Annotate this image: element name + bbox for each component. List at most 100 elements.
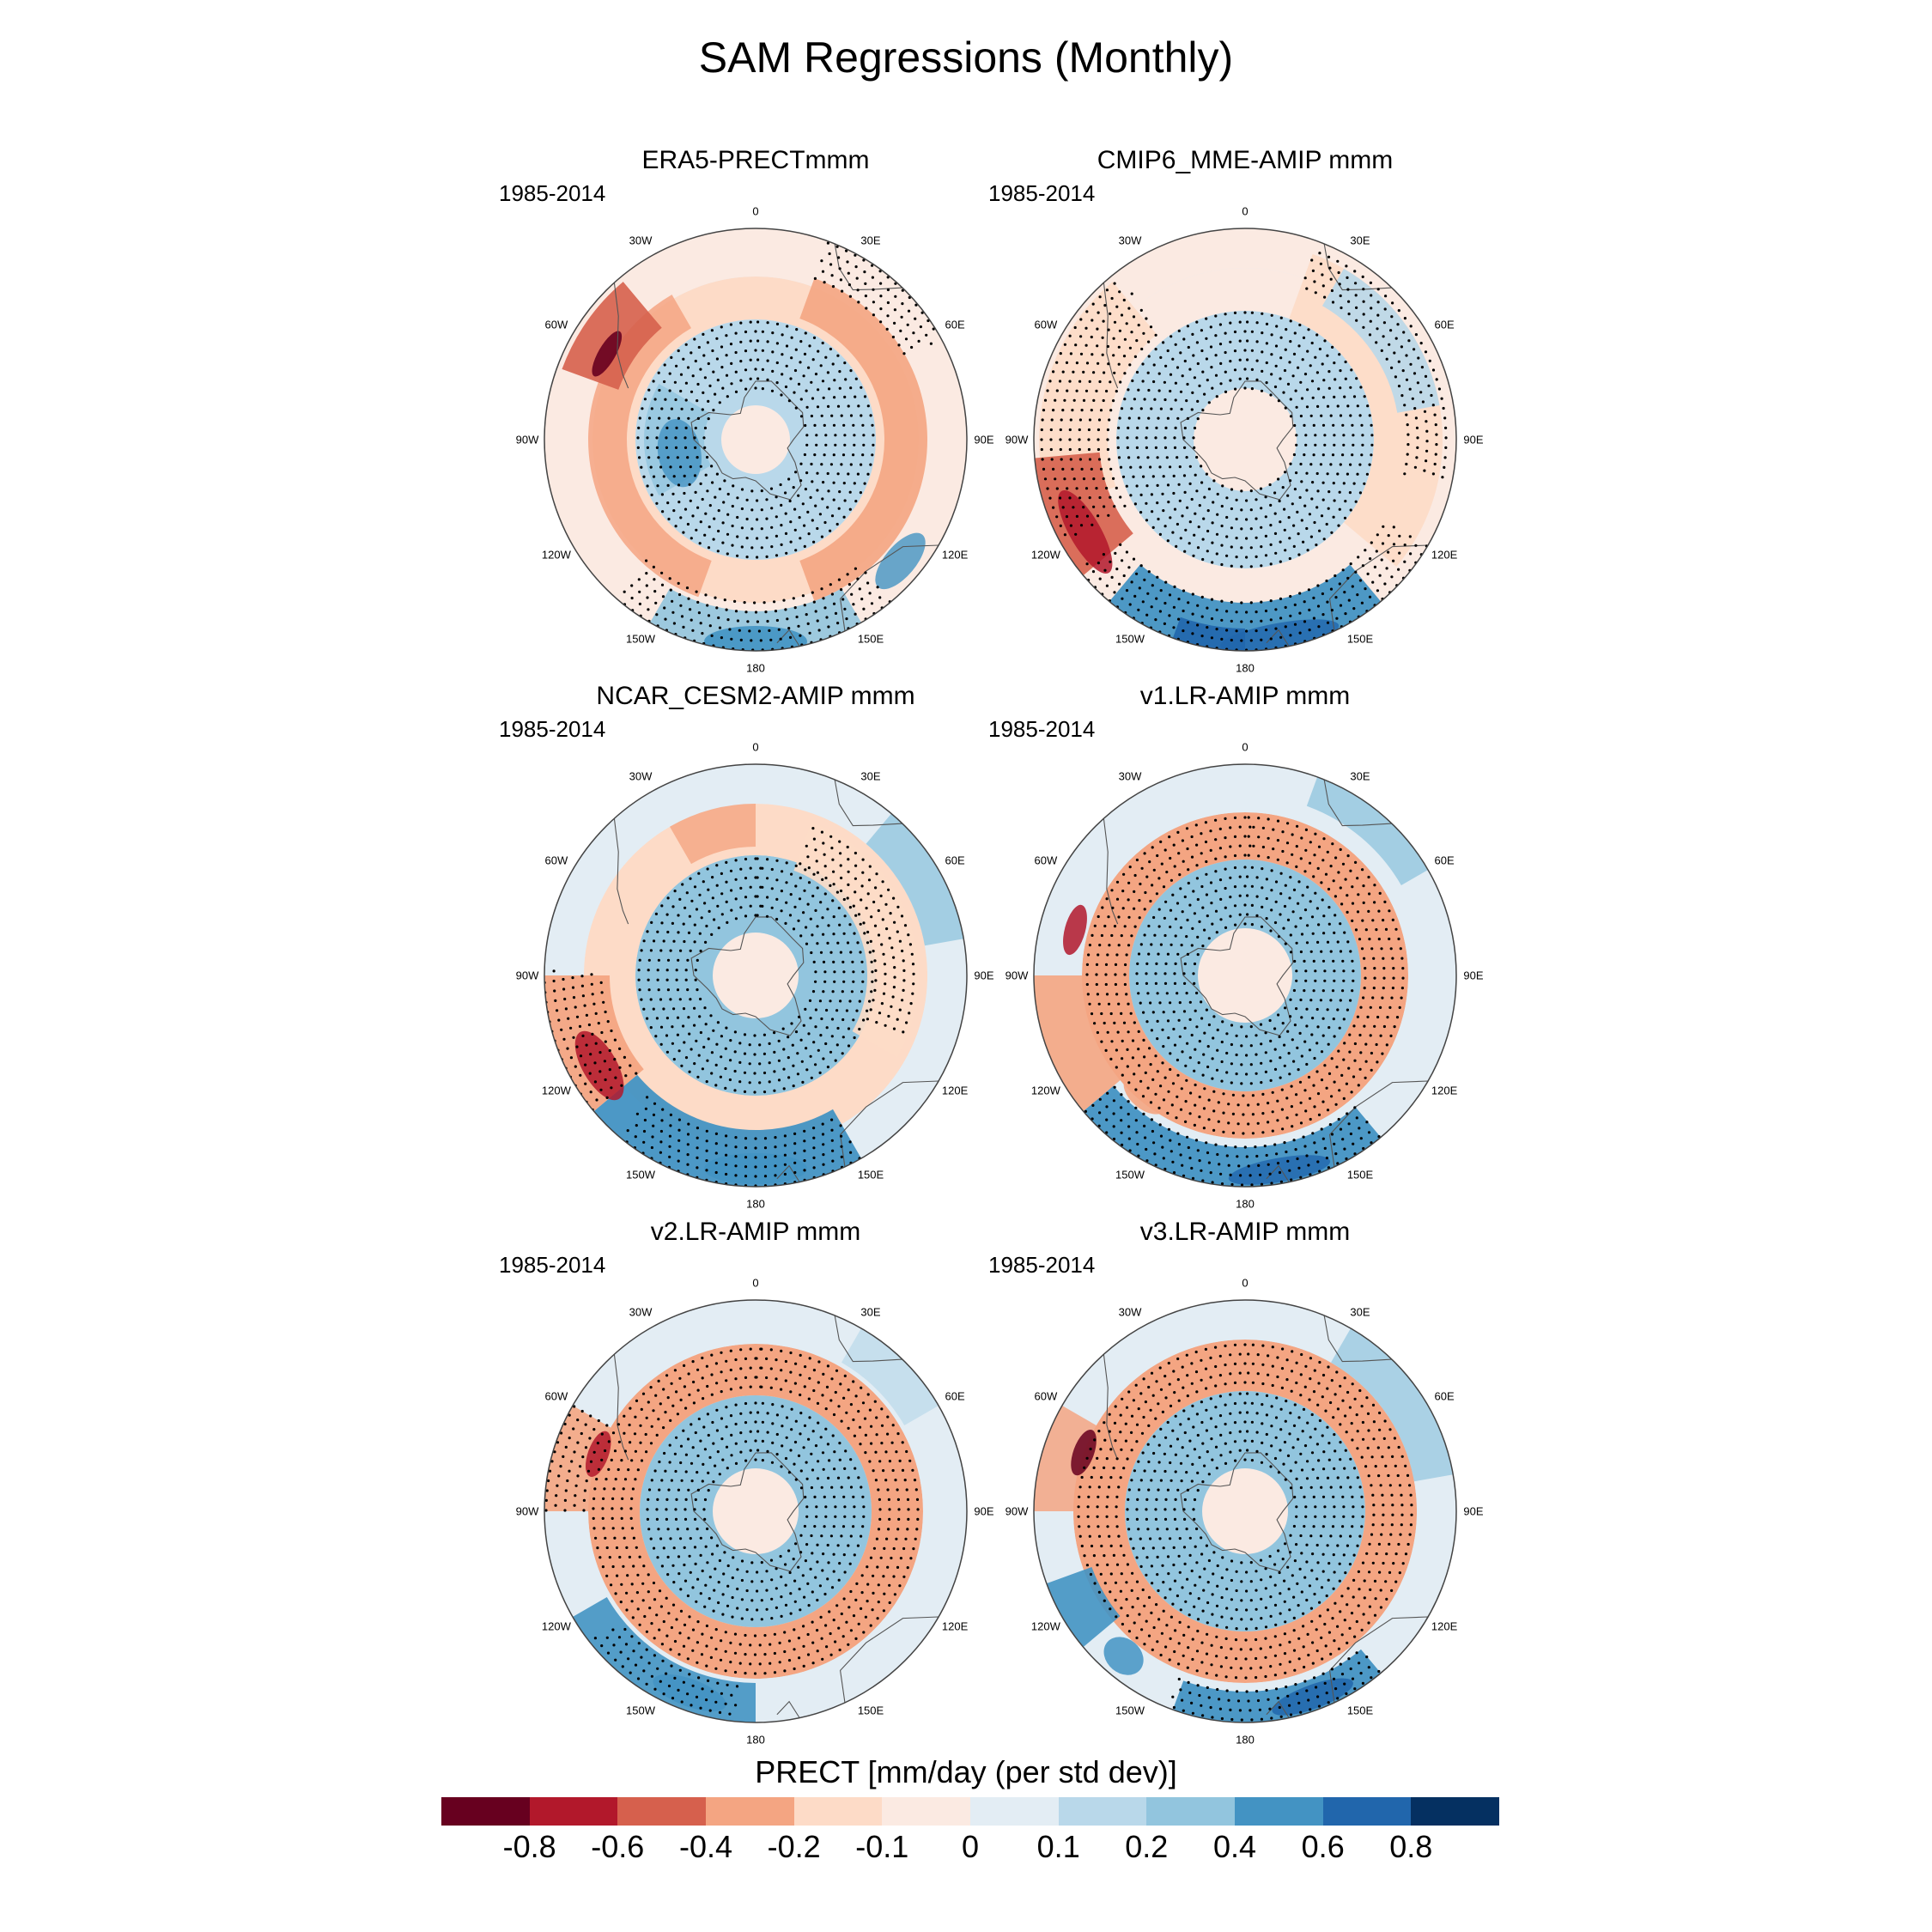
longitude-label: 120E [941,1619,969,1633]
longitude-label: 120W [1030,548,1060,562]
colorbar [441,1797,1500,1826]
colorbar-swatch [529,1797,618,1826]
longitude-label: 60W [1034,854,1058,867]
longitude-label: 150E [1346,632,1374,646]
panel-period: 1985-2014 [988,180,1096,206]
colorbar-swatch [1322,1797,1412,1826]
colorbar-tick-label: -0.1 [855,1829,909,1864]
colorbar-swatch [793,1797,883,1826]
map-panel-v2-lr: v2.LR-AMIP mmm 1985-2014 0 30E 60E 90E 120E 1… [499,1218,996,1752]
longitude-label: 90W [1005,433,1029,447]
colorbar-swatch [706,1797,794,1826]
colorbar-tick-label: 0.4 [1212,1829,1257,1864]
longitude-label: 150W [1115,1168,1145,1182]
longitude-label: 150W [626,1704,655,1717]
longitude-label: 0 [752,1276,759,1290]
longitude-label: 150E [857,632,884,646]
longitude-label: 60E [1434,854,1455,867]
longitude-label: 30E [860,1305,881,1319]
colorbar-swatch [1146,1797,1236,1826]
figure-title: SAM Regressions (Monthly) [698,33,1234,82]
panel-period: 1985-2014 [988,716,1096,742]
longitude-label: 90W [515,1504,539,1518]
longitude-label: 90W [1005,969,1029,982]
longitude-label: 150W [626,1168,655,1182]
map-panel-cmip6-mme: CMIP6_MME-AMIP mmm 1985-2014 0 30E 60E 90E 1… [988,146,1485,680]
colorbar-tick-label: 0.6 [1301,1829,1345,1864]
polar-map-v1-lr [1033,763,1457,1188]
longitude-label: 150W [1115,1704,1145,1717]
panel-period: 1985-2014 [499,716,606,742]
longitude-label: 90E [974,433,994,447]
colorbar-tick-label: 0.2 [1125,1829,1169,1864]
longitude-label: 30E [860,769,881,783]
longitude-label: 30W [1118,769,1142,783]
longitude-label: 90E [1463,433,1484,447]
longitude-label: 60E [1434,318,1455,331]
longitude-label: 30E [860,234,881,247]
colorbar-swatch [1235,1797,1323,1826]
map-panel-v1-lr: v1.LR-AMIP mmm 1985-2014 0 30E 60E 90E 120E 1… [988,682,1485,1216]
longitude-label: 120W [541,1619,571,1633]
longitude-label: 180 [1236,1197,1255,1211]
longitude-label: 30W [1118,234,1142,247]
longitude-label: 90W [515,969,539,982]
panel-period: 1985-2014 [499,180,606,206]
colorbar-swatch [441,1797,530,1826]
longitude-label: 0 [752,204,759,218]
longitude-label: 60W [1034,1389,1058,1403]
panel-title: v3.LR-AMIP mmm [1139,1218,1351,1246]
longitude-label: 30W [1118,1305,1142,1319]
longitude-label: 90E [974,1504,994,1518]
panel-title: ERA5-PRECTmmm [641,146,870,174]
map-panel-v3-lr: v3.LR-AMIP mmm 1985-2014 0 30E 60E 90E 120E 1… [988,1218,1485,1752]
longitude-label: 120E [1431,548,1458,562]
panel-title: v2.LR-AMIP mmm [650,1218,861,1246]
longitude-label: 120W [1030,1619,1060,1633]
polar-map-v3-lr [1033,1299,1457,1723]
longitude-label: 180 [1236,661,1255,675]
longitude-label: 30W [629,769,653,783]
colorbar-swatch [1411,1797,1500,1826]
longitude-label: 90E [1463,969,1484,982]
longitude-label: 180 [746,661,765,675]
colorbar-title: PRECT [mm/day (per std dev)] [755,1754,1177,1789]
colorbar-tick-label: -0.8 [502,1829,556,1864]
colorbar-swatch [970,1797,1059,1826]
panel-title: NCAR_CESM2-AMIP mmm [596,682,915,710]
longitude-label: 60E [945,1389,965,1403]
longitude-label: 90W [1005,1504,1029,1518]
longitude-label: 120E [1431,1619,1458,1633]
longitude-label: 150E [857,1704,884,1717]
colorbar-tick-label: -0.2 [767,1829,821,1864]
longitude-label: 60W [1034,318,1058,331]
map-panel-ncar-cesm2: NCAR_CESM2-AMIP mmm 1985-2014 0 30E 60E 90E… [499,682,996,1216]
longitude-label: 60E [945,854,965,867]
longitude-label: 60E [1434,1389,1455,1403]
longitude-label: 120E [941,1084,969,1097]
longitude-label: 120E [1431,1084,1458,1097]
longitude-label: 150W [1115,632,1145,646]
longitude-label: 180 [746,1733,765,1747]
longitude-label: 150E [1346,1704,1374,1717]
panel-title: CMIP6_MME-AMIP mmm [1097,146,1394,174]
longitude-label: 90W [515,433,539,447]
longitude-label: 60W [544,1389,568,1403]
colorbar-tick-label: 0.8 [1389,1829,1433,1864]
colorbar-tick-label: 0 [961,1829,980,1864]
longitude-label: 150E [1346,1168,1374,1182]
longitude-label: 150E [857,1168,884,1182]
colorbar-tick-label: 0.1 [1036,1829,1080,1864]
colorbar-tick-label: -0.6 [591,1829,645,1864]
longitude-label: 150W [626,632,655,646]
longitude-label: 0 [1242,1276,1249,1290]
colorbar-swatch [617,1797,707,1826]
colorbar-swatch [882,1797,971,1826]
panel-period: 1985-2014 [988,1252,1096,1278]
longitude-label: 180 [1236,1733,1255,1747]
colorbar-swatch [1058,1797,1147,1826]
longitude-label: 120W [541,548,571,562]
longitude-label: 30W [629,1305,653,1319]
longitude-label: 0 [752,740,759,754]
